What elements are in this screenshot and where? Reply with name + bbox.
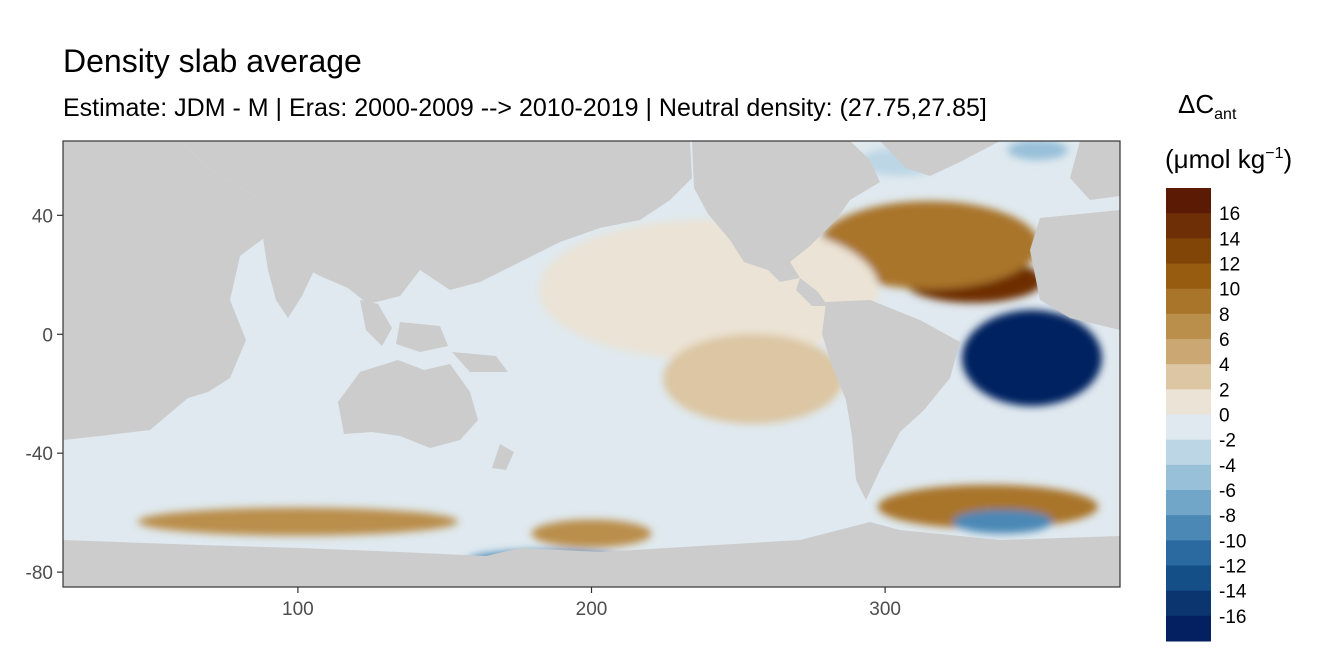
colorbar-swatch — [1166, 464, 1211, 491]
land-india — [262, 232, 318, 318]
colorbar-title: ΔCant — [1178, 84, 1236, 135]
land-europe-africa-east — [1030, 210, 1120, 330]
colorbar-swatch — [1166, 389, 1211, 415]
land-new-guinea — [452, 352, 508, 372]
colorbar-swatch — [1166, 515, 1211, 541]
colorbar: 16 14 12 10 8 6 4 2 0 -2 -4 -6 -8 -10 -12 -14 -16 — [1166, 188, 1247, 642]
map-panel — [63, 141, 1120, 587]
land-europe — [1070, 141, 1120, 200]
land-south-america — [822, 300, 960, 500]
land-new-zealand — [492, 444, 514, 470]
colorbar-label: -6 — [1219, 481, 1236, 502]
colorbar-swatch — [1166, 565, 1211, 592]
x-axis: 100 200 300 — [282, 587, 901, 620]
colorbar-label: -10 — [1219, 531, 1246, 552]
region-tropical-atlantic-minimum — [961, 310, 1102, 407]
colorbar-swatch — [1166, 339, 1211, 365]
colorbar-label: 10 — [1219, 280, 1240, 301]
colorbar-label: -2 — [1219, 431, 1236, 452]
y-tick-label: 0 — [42, 325, 53, 346]
colorbar-unit-close: ) — [1283, 144, 1293, 174]
y-axis: 40 0 -40 -80 — [26, 206, 63, 584]
colorbar-label: -4 — [1219, 456, 1236, 477]
colorbar-swatch — [1166, 213, 1211, 239]
land-central-america — [796, 278, 828, 306]
land-southeast-asia — [360, 300, 392, 346]
colorbar-title-main: ΔC — [1178, 89, 1215, 119]
colorbar-unit: (μmol kg−1) — [1165, 134, 1292, 179]
colorbar-swatch — [1166, 263, 1211, 290]
colorbar-title-subscript: ant — [1214, 106, 1237, 123]
land-mask — [63, 141, 1120, 587]
colorbar-label: -14 — [1219, 582, 1247, 603]
land-north-america — [692, 141, 880, 282]
x-tick-label: 200 — [576, 599, 608, 620]
colorbar-unit-exponent: −1 — [1265, 145, 1284, 162]
land-indonesia — [396, 322, 448, 352]
colorbar-label: 12 — [1219, 255, 1240, 276]
colorbar-swatch — [1166, 540, 1211, 566]
colorbar-swatch — [1166, 439, 1211, 466]
colorbar-label: 4 — [1219, 355, 1230, 376]
region-north-atlantic-positive — [819, 201, 1040, 290]
y-tick-label: -80 — [26, 563, 53, 584]
region-southern-ocean-pacific-sector — [531, 519, 652, 548]
colorbar-swatch — [1166, 590, 1211, 617]
region-southern-ocean-indian-sector — [137, 507, 458, 536]
colorbar-swatch — [1166, 238, 1211, 264]
land-australia — [338, 360, 478, 448]
colorbar-label: 8 — [1219, 305, 1230, 326]
x-tick-label: 100 — [282, 599, 314, 620]
colorbar-label: -16 — [1219, 607, 1246, 628]
colorbar-label: 6 — [1219, 330, 1230, 351]
colorbar-swatch — [1166, 288, 1211, 315]
colorbar-label: 2 — [1219, 380, 1230, 401]
land-africa-west — [63, 141, 272, 440]
colorbar-label: -12 — [1219, 557, 1246, 578]
land-greenland — [880, 141, 1000, 176]
colorbar-swatch — [1166, 188, 1211, 214]
region-nordic-seas — [1007, 141, 1068, 160]
colorbar-swatch — [1166, 313, 1211, 340]
y-tick-label: 40 — [32, 206, 53, 227]
colorbar-unit-main: (μmol kg — [1165, 144, 1266, 174]
colorbar-label: 14 — [1219, 229, 1241, 250]
colorbar-label: -8 — [1219, 506, 1236, 527]
chart-subtitle: Estimate: JDM - M | Eras: 2000-2009 --> … — [63, 94, 987, 122]
land-antarctica — [63, 522, 1120, 587]
colorbar-label: 0 — [1219, 406, 1230, 427]
colorbar-swatch — [1166, 490, 1211, 516]
colorbar-swatch — [1166, 364, 1211, 390]
y-tick-label: -40 — [26, 444, 53, 465]
region-weddell-sea — [952, 509, 1053, 534]
colorbar-swatch — [1166, 414, 1211, 441]
colorbar-swatch — [1166, 615, 1211, 642]
x-tick-label: 300 — [869, 599, 901, 620]
colorbar-label: 16 — [1219, 204, 1240, 225]
region-south-pacific — [662, 333, 843, 424]
chart-title: Density slab average — [63, 43, 362, 79]
